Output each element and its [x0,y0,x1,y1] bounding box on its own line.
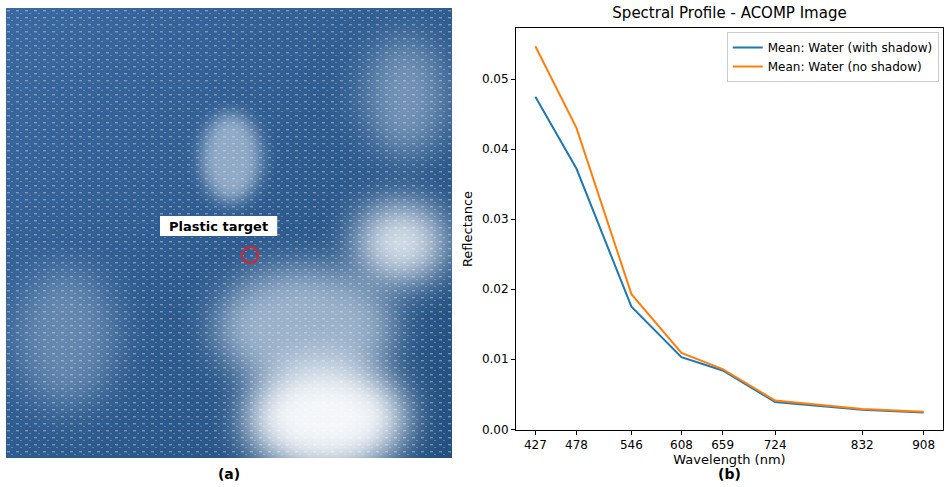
svg-text:Wavelength (nm): Wavelength (nm) [673,452,785,467]
svg-text:0.02: 0.02 [482,282,509,296]
svg-text:0.00: 0.00 [482,423,509,437]
svg-text:0.01: 0.01 [482,352,509,366]
svg-text:0.05: 0.05 [482,72,509,86]
svg-text:608: 608 [670,438,693,452]
svg-text:908: 908 [912,438,935,452]
svg-text:724: 724 [764,438,787,452]
svg-text:Spectral Profile - ACOMP Image: Spectral Profile - ACOMP Image [612,4,846,22]
svg-text:Mean: Water (no shadow): Mean: Water (no shadow) [768,60,922,74]
svg-text:Reflectance: Reflectance [460,191,475,267]
html-text:(b): (b) [718,466,741,482]
svg-text:427: 427 [524,438,547,452]
svg-text:0.04: 0.04 [482,142,509,156]
svg-text:546: 546 [620,438,643,452]
svg-text:Plastic target: Plastic target [169,219,268,234]
svg-text:832: 832 [851,438,874,452]
html-text:(a): (a) [217,466,241,482]
svg-text:0.03: 0.03 [482,212,509,226]
svg-text:Mean: Water (with shadow): Mean: Water (with shadow) [768,41,932,55]
svg-text:478: 478 [565,438,588,452]
svg-text:659: 659 [711,438,734,452]
